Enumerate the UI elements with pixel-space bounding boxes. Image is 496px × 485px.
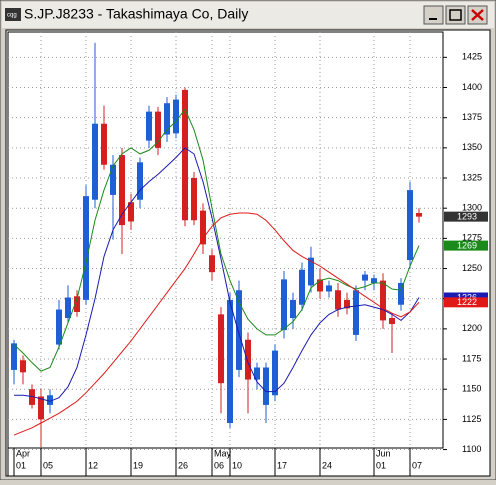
- x-tick-label: 26: [178, 460, 188, 470]
- candle-body: [119, 155, 125, 226]
- candle-body: [20, 360, 26, 373]
- candle-body: [83, 196, 89, 300]
- x-tick-label: 10: [232, 460, 242, 470]
- app-icon-glyph: cqg: [7, 13, 17, 19]
- x-tick-label: 07: [412, 460, 422, 470]
- candle-body: [173, 99, 179, 134]
- candle-body: [263, 367, 269, 405]
- last-price-tag-bg: [444, 211, 488, 222]
- candle-body: [335, 290, 341, 310]
- candle-body: [11, 343, 17, 370]
- candle-body: [92, 123, 98, 200]
- candle-body: [218, 314, 224, 384]
- y-tick-label: 1325: [462, 172, 482, 182]
- x-tick-label: 06: [214, 460, 224, 470]
- app-icon: [5, 8, 21, 21]
- month-label: Jun: [376, 448, 391, 458]
- candle-body: [380, 280, 386, 321]
- title-bar: [2, 2, 494, 28]
- candle-body: [371, 278, 377, 284]
- month-label: May: [214, 448, 232, 458]
- candle-body: [29, 389, 35, 405]
- last-value-tag: 1222: [457, 297, 477, 307]
- moving-average-line: [13, 212, 420, 436]
- candle-body: [362, 274, 368, 281]
- candle-body: [209, 255, 215, 273]
- candle-body: [65, 297, 71, 319]
- minimize-button[interactable]: [423, 5, 444, 25]
- last-price-tag: 1293: [457, 212, 477, 222]
- y-tick-label: 1150: [462, 384, 481, 394]
- y-tick-label: 1275: [462, 233, 482, 243]
- y-tick-label: 1400: [462, 82, 482, 92]
- candle-body: [254, 367, 260, 380]
- y-tick-label: 1375: [462, 112, 482, 122]
- candle-body: [47, 395, 53, 405]
- x-tick-label: 05: [43, 460, 53, 470]
- close-button[interactable]: [467, 5, 488, 25]
- candle-body: [407, 190, 413, 261]
- month-label: Apr: [16, 448, 30, 458]
- candle-body: [56, 309, 62, 345]
- candle-body: [110, 164, 116, 195]
- candle-body: [317, 279, 323, 292]
- maximize-button[interactable]: [445, 5, 466, 25]
- candle-body: [191, 178, 197, 221]
- candle-body: [290, 299, 296, 319]
- candle-body: [398, 283, 404, 305]
- x-tick-label: 24: [322, 460, 332, 470]
- candle-body: [353, 290, 359, 335]
- candle-body: [146, 111, 152, 141]
- last-value-tag-bg: [444, 240, 488, 251]
- candle-body: [299, 269, 305, 305]
- candle-body: [200, 210, 206, 245]
- candle-body: [155, 111, 161, 148]
- x-tick-label: 17: [277, 460, 287, 470]
- window-title: S.JP.J8233 - Takashimaya Co, Daily: [24, 6, 248, 22]
- y-tick-label: 1425: [462, 52, 482, 62]
- candle-body: [344, 299, 350, 309]
- y-tick-label: 1200: [462, 323, 482, 333]
- moving-average-line: [14, 147, 420, 402]
- y-tick-label: 1100: [462, 444, 481, 454]
- x-tick-label: 19: [133, 460, 143, 470]
- candle-body: [281, 279, 287, 331]
- candle-body: [164, 103, 170, 135]
- y-tick-label: 1300: [462, 203, 482, 213]
- x-tick-label: 01: [376, 460, 386, 470]
- y-tick-label: 1175: [462, 353, 481, 363]
- maximize-glyph[interactable]: [449, 9, 462, 21]
- x-tick-label: 12: [88, 460, 98, 470]
- last-value-tag-bg: [444, 297, 488, 308]
- candle-body: [245, 339, 251, 380]
- candle-body: [101, 123, 107, 165]
- x-tick-label: 01: [16, 460, 26, 470]
- candle-body: [74, 296, 80, 312]
- maximize-box[interactable]: [445, 5, 466, 25]
- plot-area: [7, 31, 444, 449]
- last-value-tag: 1269: [457, 240, 477, 250]
- candle-body: [389, 318, 395, 325]
- y-tick-label: 1350: [462, 142, 482, 152]
- y-tick-label: 1125: [462, 414, 481, 424]
- y-tick-label: 1250: [462, 263, 482, 273]
- candle-body: [227, 299, 233, 424]
- candle-body: [326, 285, 332, 292]
- minimize-box[interactable]: [423, 5, 444, 25]
- candle-body: [308, 257, 314, 286]
- candle-body: [236, 290, 242, 370]
- candle-body: [38, 396, 44, 420]
- candle-body: [128, 202, 134, 222]
- candle-body: [137, 162, 143, 200]
- candle-body: [182, 89, 188, 221]
- close-glyph[interactable]: [471, 9, 484, 21]
- candle-body: [272, 350, 278, 396]
- candle-body: [416, 213, 422, 217]
